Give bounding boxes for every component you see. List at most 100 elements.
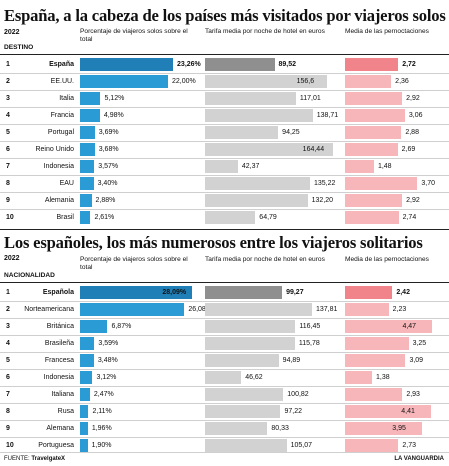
row-separator [0, 72, 449, 74]
row-rank: 3 [6, 323, 10, 330]
pct-bar [80, 354, 94, 367]
pct-label: 3,57% [98, 163, 119, 170]
row-separator [0, 334, 449, 336]
row-separator [0, 385, 449, 387]
price-bar [205, 177, 310, 190]
pct-bar [80, 58, 174, 71]
row-name: Brasil [56, 214, 74, 221]
price-label: 105,07 [290, 442, 312, 449]
row-separator [0, 123, 449, 125]
nights-bar [345, 109, 405, 122]
col-header-pct: Porcentaje de viajeros solos sobre el to… [80, 28, 188, 43]
price-bar [205, 354, 279, 367]
price-label: 116,45 [299, 323, 321, 330]
footer-brand: LA VANGUARDIA [394, 456, 444, 462]
nights-bar [345, 337, 409, 350]
pct-label: 2,47% [93, 391, 114, 398]
row-rank: 7 [6, 391, 10, 398]
price-bar [205, 405, 281, 418]
pct-label: 2,61% [94, 214, 115, 221]
nights-label: 2,92 [406, 197, 420, 204]
nights-bar [345, 422, 423, 435]
nights-label: 2,72 [402, 61, 416, 68]
footer-source-label: FUENTE: [4, 456, 30, 462]
price-label: 94,25 [282, 129, 300, 136]
nights-label: 2,93 [406, 391, 420, 398]
row-separator [0, 300, 449, 302]
nights-bar [345, 194, 403, 207]
pct-bar [80, 126, 95, 139]
pct-bar [80, 109, 100, 122]
nights-label: 2,92 [406, 95, 420, 102]
row-rank: 4 [6, 112, 10, 119]
row-name: Alemana [46, 425, 74, 432]
chart-title: España, a la cabeza de los países más vi… [4, 6, 446, 25]
pct-bar [80, 92, 101, 105]
price-label: 100,82 [287, 391, 309, 398]
row-name: Francia [50, 112, 74, 119]
price-label: 99,27 [286, 289, 304, 296]
nights-bar [345, 75, 392, 88]
pct-label: 3,40% [97, 180, 118, 187]
row-separator [0, 317, 449, 319]
price-bar [205, 143, 333, 156]
row-rank: 2 [6, 78, 10, 85]
row-name: Francesa [44, 357, 74, 364]
pct-label: 28,09% [162, 289, 187, 296]
row-name: Brasileña [44, 340, 74, 347]
nights-bar [345, 177, 418, 190]
price-label: 64,79 [259, 214, 277, 221]
nights-label: 2,36 [395, 78, 409, 85]
separator [0, 54, 449, 55]
pct-bar [80, 371, 93, 384]
col-header-nights: Media de las pernoctaciones [345, 28, 429, 35]
row-separator [0, 106, 449, 108]
pct-label: 3,12% [96, 374, 117, 381]
row-name: Portuguesa [38, 442, 74, 449]
price-bar [205, 194, 308, 207]
nights-bar [345, 286, 393, 299]
pct-label: 26,08% [188, 306, 213, 313]
price-label: 115,78 [298, 340, 320, 347]
price-label: 89,52 [278, 61, 297, 68]
pct-label: 3,68% [98, 146, 119, 153]
nights-label: 1,38 [376, 374, 390, 381]
price-bar [205, 75, 327, 88]
col-header-price: Tarifa media por noche de hotel en euros [205, 28, 325, 35]
pct-label: 1,96% [91, 425, 112, 432]
row-rank: 5 [6, 357, 10, 364]
nights-label: 3,95 [392, 425, 406, 432]
price-bar [205, 303, 312, 316]
price-bar [205, 388, 284, 401]
nights-bar [345, 354, 406, 367]
nights-bar [345, 303, 389, 316]
pct-label: 3,69% [98, 129, 119, 136]
chart-year: 2022 [4, 255, 20, 262]
col-header-nights: Media de las pernoctaciones [345, 256, 429, 263]
pct-bar [80, 388, 90, 401]
nights-label: 4,41 [401, 408, 415, 415]
row-name: Indonesia [43, 374, 74, 381]
nights-bar [345, 320, 433, 333]
price-label: 156,6 [296, 78, 315, 85]
row-rank: 3 [6, 95, 10, 102]
nights-bar [345, 211, 399, 224]
nights-bar [345, 371, 372, 384]
row-header: NACIONALIDAD [4, 272, 55, 279]
pct-bar [80, 143, 95, 156]
row-name: EE.UU. [50, 78, 74, 85]
nights-label: 3,06 [408, 112, 423, 119]
pct-bar [80, 286, 193, 299]
price-label: 97,22 [284, 408, 303, 415]
price-label: 46,62 [245, 374, 263, 381]
price-label: 137,81 [316, 306, 338, 313]
row-separator [0, 157, 449, 159]
row-separator [0, 174, 449, 176]
price-bar [205, 58, 275, 71]
pct-bar [80, 194, 92, 207]
row-name: Italia [59, 95, 74, 102]
chart-year: 2022 [4, 29, 20, 36]
price-bar [205, 160, 238, 173]
pct-label: 3,48% [97, 357, 118, 364]
row-name: Reino Unido [35, 146, 74, 153]
